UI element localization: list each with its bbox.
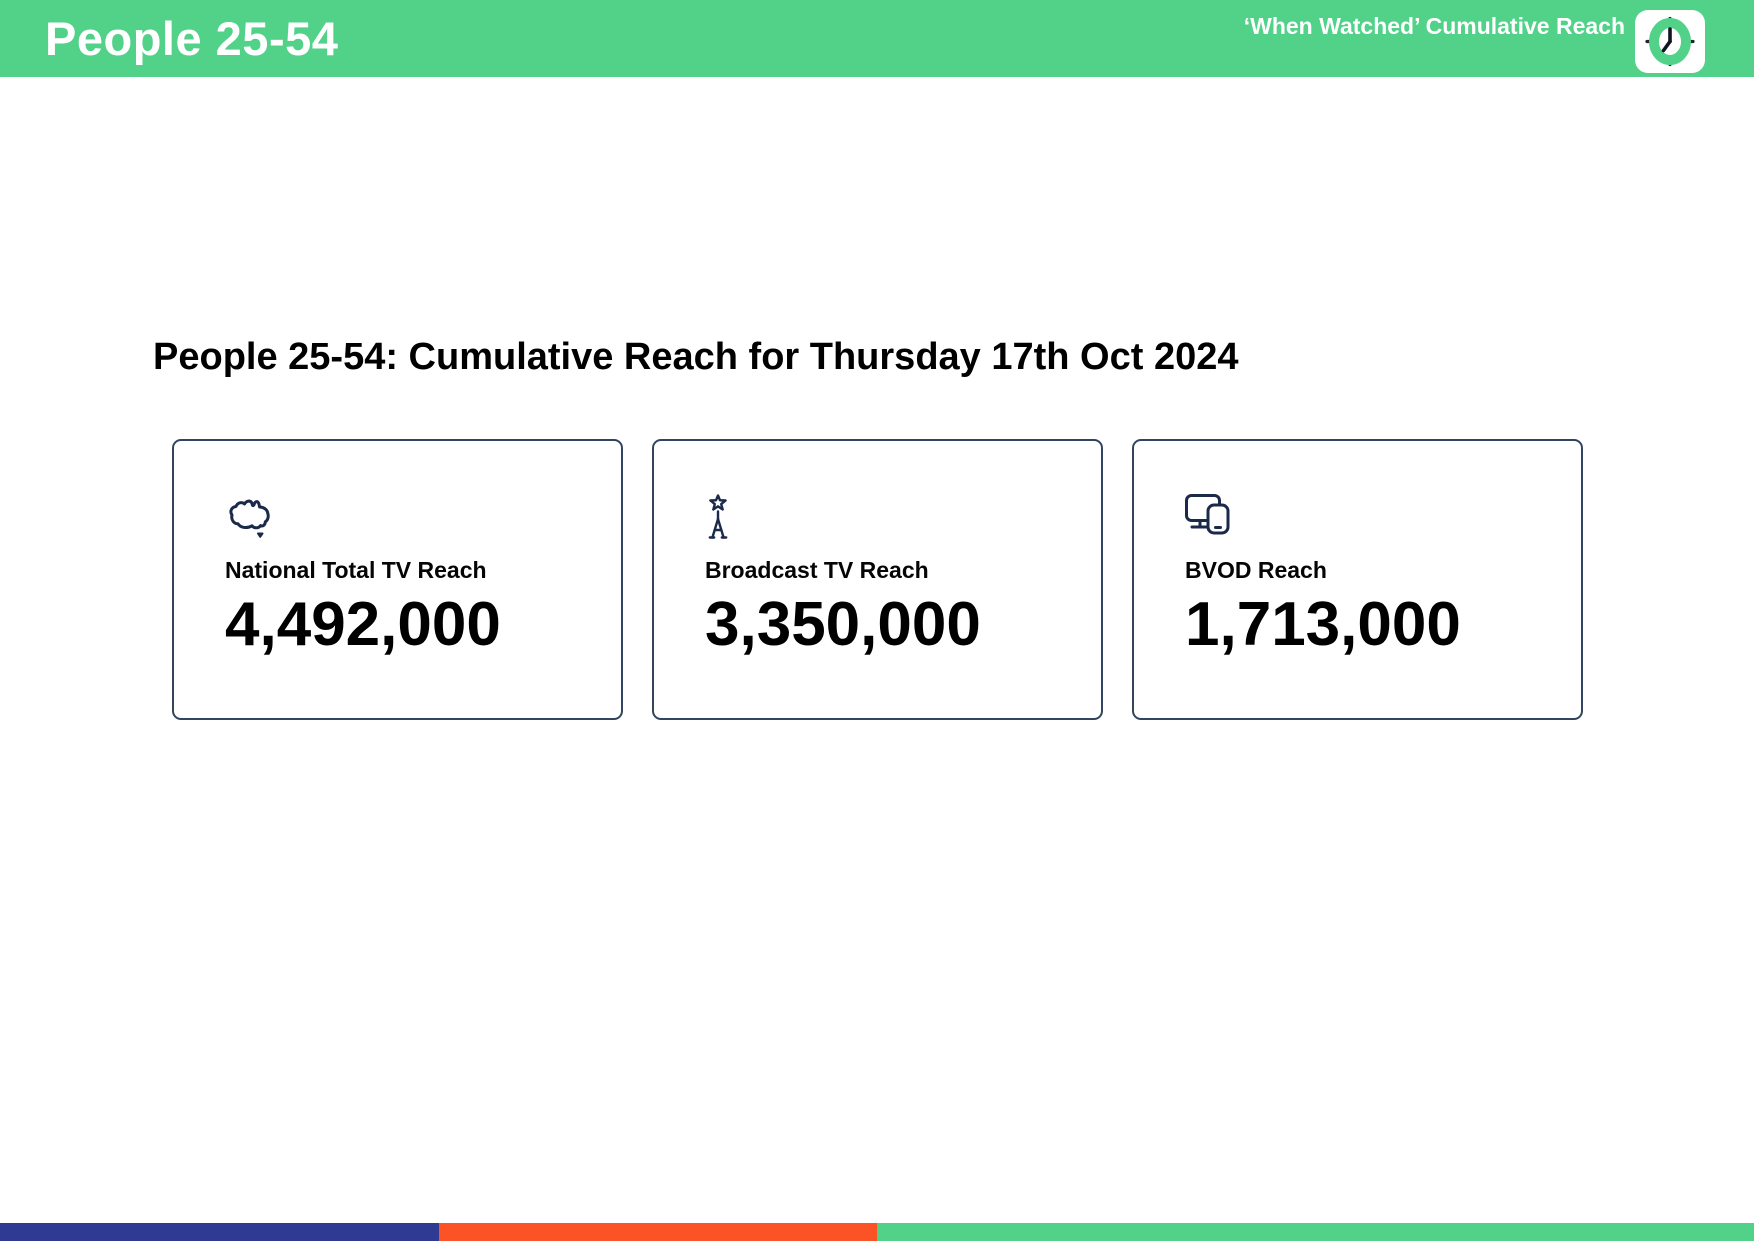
card-value: 1,713,000 [1185, 590, 1461, 659]
footer-segment-orange [438, 1223, 877, 1241]
card-value: 3,350,000 [705, 590, 981, 659]
devices-icon [1185, 494, 1561, 542]
australia-map-icon [225, 494, 601, 542]
card-value: 4,492,000 [225, 590, 501, 659]
page-title: People 25-54 [45, 12, 339, 65]
kpi-cards-row: National Total TV Reach 4,492,000 Broadc… [172, 439, 1583, 720]
card-label: Broadcast TV Reach [705, 557, 929, 583]
clock-icon [1635, 10, 1705, 73]
card-national-total-tv-reach: National Total TV Reach 4,492,000 [172, 439, 623, 720]
header-subtitle: ‘When Watched’ Cumulative Reach [1243, 13, 1625, 39]
footer-segment-blue [0, 1223, 439, 1241]
card-bvod-reach: BVOD Reach 1,713,000 [1132, 439, 1583, 720]
footer-segment-green [877, 1223, 1754, 1241]
card-label: National Total TV Reach [225, 557, 487, 583]
broadcast-tower-icon [705, 494, 1081, 542]
card-label: BVOD Reach [1185, 557, 1327, 583]
header: People 25-54 ‘When Watched’ Cumulative R… [0, 0, 1754, 77]
footer-color-bar [0, 1223, 1754, 1241]
card-broadcast-tv-reach: Broadcast TV Reach 3,350,000 [652, 439, 1103, 720]
section-heading: People 25-54: Cumulative Reach for Thurs… [153, 336, 1239, 378]
